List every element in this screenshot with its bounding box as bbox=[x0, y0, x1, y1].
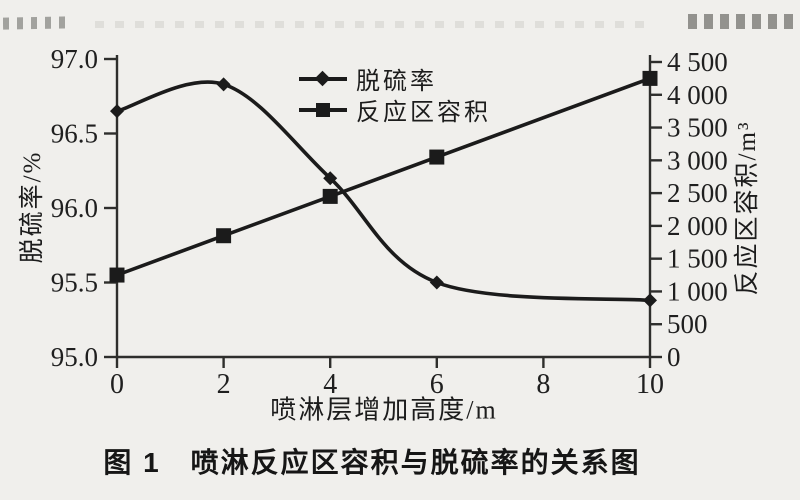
square-marker bbox=[322, 188, 338, 204]
y-right-tick-label: 2 000 bbox=[667, 211, 728, 241]
y-right-tick-label: 3 500 bbox=[667, 113, 728, 143]
diamond-marker bbox=[110, 104, 124, 119]
square-marker bbox=[109, 267, 125, 283]
y-right-tick-label: 1 500 bbox=[667, 244, 728, 274]
x-tick-label: 10 bbox=[636, 369, 664, 400]
legend-label: 脱硫率 bbox=[356, 69, 437, 95]
series-reaction-zone-volume bbox=[109, 70, 658, 283]
legend-item-desulfurization-rate: 脱硫率 bbox=[299, 63, 491, 95]
x-tick-label: 4 bbox=[323, 369, 337, 400]
square-marker bbox=[642, 70, 658, 86]
diamond-marker bbox=[216, 77, 231, 92]
square-marker bbox=[216, 228, 232, 244]
legend-square-line-icon bbox=[299, 102, 347, 117]
x-tick-label: 8 bbox=[536, 369, 550, 400]
y-right-tick-label: 0 bbox=[667, 342, 681, 372]
y-right-tick-label: 2 500 bbox=[667, 178, 728, 208]
y-axis-label-left: 脱硫率/% bbox=[19, 150, 46, 264]
x-tick-label: 2 bbox=[217, 369, 231, 400]
chart-legend: 脱硫率 反应区容积 bbox=[299, 63, 491, 126]
diamond-marker bbox=[429, 275, 444, 290]
y-right-tick-label: 3 000 bbox=[667, 145, 728, 175]
y-right-tick-label: 4 500 bbox=[667, 47, 728, 77]
y-left-tick-label: 97.0 bbox=[51, 44, 98, 74]
square-marker bbox=[429, 149, 445, 165]
y-right-tick-label: 1 000 bbox=[667, 276, 728, 306]
x-tick-label: 0 bbox=[110, 369, 124, 400]
y-left-tick-label: 95.0 bbox=[51, 342, 98, 372]
diamond-marker bbox=[323, 171, 338, 186]
legend-label: 反应区容积 bbox=[356, 100, 491, 126]
y-right-tick-label: 4 000 bbox=[667, 80, 728, 110]
diamond-marker bbox=[643, 293, 657, 308]
y-left-tick-label: 96.0 bbox=[51, 193, 98, 223]
figure-caption: 图 1 喷淋反应区容积与脱硫率的关系图 bbox=[103, 447, 641, 478]
x-tick-label: 6 bbox=[430, 369, 444, 400]
y-left-tick-label: 95.5 bbox=[51, 268, 98, 298]
x-axis-label: 喷淋层增加高度/m bbox=[270, 395, 498, 425]
legend-diamond-line-icon bbox=[299, 70, 347, 86]
y-right-tick-label: 500 bbox=[667, 309, 708, 339]
y-axis-label-right: 反应区容积/m³ bbox=[734, 120, 761, 296]
series-desulfurization-rate bbox=[110, 77, 657, 308]
y-left-tick-label: 96.5 bbox=[51, 119, 98, 149]
legend-item-reaction-zone-volume: 反应区容积 bbox=[299, 94, 491, 126]
